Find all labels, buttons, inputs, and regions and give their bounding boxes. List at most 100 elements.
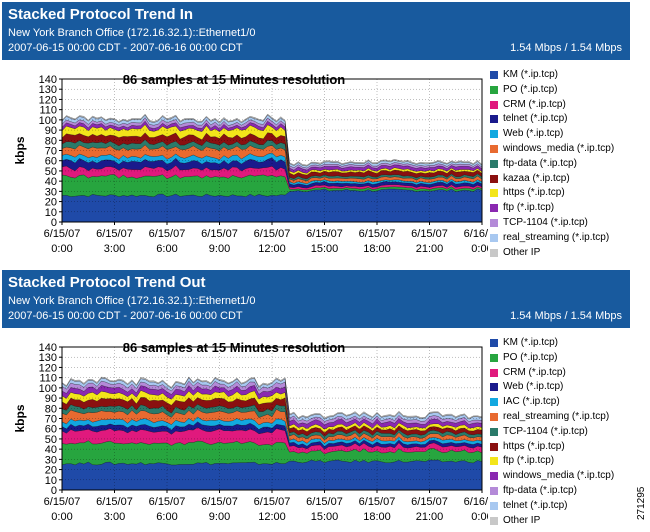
y-tick-label: 0 xyxy=(51,485,57,497)
y-tick-label: 130 xyxy=(39,352,57,364)
legend-swatch xyxy=(490,85,498,94)
x-tick-label-date: 6/15/07 xyxy=(306,496,343,508)
y-tick-label: 50 xyxy=(45,166,57,178)
figure-id-text: 271295 xyxy=(636,486,647,520)
y-tick-label: 40 xyxy=(45,176,57,188)
x-tick-label-date: 6/16/07 xyxy=(464,496,488,508)
legend-swatch xyxy=(490,353,498,362)
legend-label: CRM (*.ip.tcp) xyxy=(503,366,566,378)
x-tick-label-time: 15:00 xyxy=(311,243,339,255)
legend-label: https (*.ip.tcp) xyxy=(503,440,565,452)
legend-swatch xyxy=(490,248,498,257)
legend-swatch xyxy=(490,233,498,242)
legend-item: real_streaming (*.ip.tcp) xyxy=(490,410,634,425)
y-tick-label: 130 xyxy=(39,84,57,96)
legend-swatch xyxy=(490,130,498,139)
device-label: New York Branch Office (172.16.32.1)::Et… xyxy=(8,295,256,307)
legend-item: https (*.ip.tcp) xyxy=(490,440,634,455)
legend-item: TCP-1104 (*.ip.tcp) xyxy=(490,425,634,440)
y-tick-label: 10 xyxy=(45,207,57,219)
x-tick-label-date: 6/15/07 xyxy=(149,496,186,508)
legend-item: CRM (*.ip.tcp) xyxy=(490,366,634,381)
x-tick-label-time: 21:00 xyxy=(416,243,444,255)
legend-swatch xyxy=(490,457,498,466)
x-tick-label-time: 6:00 xyxy=(156,511,177,523)
y-tick-label: 30 xyxy=(45,454,57,466)
y-tick-label: 80 xyxy=(45,403,57,415)
legend-item: windows_media (*.ip.tcp) xyxy=(490,142,634,157)
legend-swatch xyxy=(490,115,498,124)
legend-item: CRM (*.ip.tcp) xyxy=(490,98,634,113)
y-tick-label: 100 xyxy=(39,115,57,127)
x-tick-label-time: 15:00 xyxy=(311,511,339,523)
legend-label: Other IP xyxy=(503,514,541,526)
legend-label: ftp-data (*.ip.tcp) xyxy=(503,484,577,496)
device-label: New York Branch Office (172.16.32.1)::Et… xyxy=(8,27,256,39)
chart-title: 86 samples at 15 Minutes resolution xyxy=(123,72,346,87)
legend-item: Web (*.ip.tcp) xyxy=(490,380,634,395)
x-tick-label-time: 9:00 xyxy=(209,243,230,255)
x-tick-label-time: 12:00 xyxy=(258,243,286,255)
legend-swatch xyxy=(490,144,498,153)
x-tick-label-time: 3:00 xyxy=(104,511,125,523)
x-tick-label-time: 0:00 xyxy=(471,511,488,523)
x-tick-label-date: 6/16/07 xyxy=(464,228,488,240)
legend-item: telnet (*.ip.tcp) xyxy=(490,499,634,514)
legend-swatch xyxy=(490,486,498,495)
x-tick-label-time: 3:00 xyxy=(104,243,125,255)
x-tick-label-date: 6/15/07 xyxy=(306,228,343,240)
y-tick-label: 110 xyxy=(39,373,57,385)
y-tick-label: 20 xyxy=(45,197,57,209)
legend-label: telnet (*.ip.tcp) xyxy=(503,113,568,125)
legend-label: real_streaming (*.ip.tcp) xyxy=(503,231,610,243)
y-tick-label: 0 xyxy=(51,217,57,229)
x-tick-label-date: 6/15/07 xyxy=(201,496,238,508)
legend-item: PO (*.ip.tcp) xyxy=(490,83,634,98)
chart-legend-out: KM (*.ip.tcp) PO (*.ip.tcp) CRM (*.ip.tcp)… xyxy=(490,336,634,528)
legend-item: Web (*.ip.tcp) xyxy=(490,127,634,142)
chart-title: 86 samples at 15 Minutes resolution xyxy=(123,340,346,355)
x-tick-label-date: 6/15/07 xyxy=(201,228,238,240)
legend-swatch xyxy=(490,501,498,510)
x-tick-label-date: 6/15/07 xyxy=(359,496,396,508)
legend-swatch xyxy=(490,368,498,377)
protocol-trend-in-panel: Stacked Protocol Trend In New York Branc… xyxy=(2,2,630,264)
legend-label: IAC (*.ip.tcp) xyxy=(503,396,560,408)
x-tick-label-date: 6/15/07 xyxy=(96,496,133,508)
legend-item: KM (*.ip.tcp) xyxy=(490,336,634,351)
legend-swatch xyxy=(490,383,498,392)
legend-swatch xyxy=(490,427,498,436)
y-tick-label: 90 xyxy=(45,125,57,137)
legend-item: kazaa (*.ip.tcp) xyxy=(490,172,634,187)
time-period-label: 2007-06-15 00:00 CDT - 2007-06-16 00:00 … xyxy=(8,42,243,54)
y-tick-label: 40 xyxy=(45,444,57,456)
legend-swatch xyxy=(490,442,498,451)
x-tick-label-time: 12:00 xyxy=(258,511,286,523)
legend-label: https (*.ip.tcp) xyxy=(503,187,565,199)
legend-label: KM (*.ip.tcp) xyxy=(503,337,559,348)
x-tick-label-date: 6/15/07 xyxy=(359,228,396,240)
x-tick-label-time: 0:00 xyxy=(51,511,72,523)
legend-label: Web (*.ip.tcp) xyxy=(503,381,564,393)
legend-swatch xyxy=(490,159,498,168)
x-tick-label-date: 6/15/07 xyxy=(96,228,133,240)
legend-label: real_streaming (*.ip.tcp) xyxy=(503,410,610,422)
legend-swatch xyxy=(490,412,498,421)
x-tick-label-date: 6/15/07 xyxy=(44,228,81,240)
legend-label: windows_media (*.ip.tcp) xyxy=(503,470,615,482)
legend-label: ftp (*.ip.tcp) xyxy=(503,202,555,214)
x-tick-label-time: 18:00 xyxy=(363,511,391,523)
legend-item: ftp (*.ip.tcp) xyxy=(490,201,634,216)
legend-item: ftp-data (*.ip.tcp) xyxy=(490,484,634,499)
x-tick-label-time: 18:00 xyxy=(363,243,391,255)
legend-swatch xyxy=(490,204,498,213)
y-tick-label: 70 xyxy=(45,414,57,426)
legend-item: Other IP xyxy=(490,246,634,261)
legend-label: KM (*.ip.tcp) xyxy=(503,69,559,80)
panel-header: Stacked Protocol Trend In New York Branc… xyxy=(2,2,630,60)
legend-label: CRM (*.ip.tcp) xyxy=(503,98,566,110)
panel-header: Stacked Protocol Trend Out New York Bran… xyxy=(2,270,630,328)
legend-item: IAC (*.ip.tcp) xyxy=(490,395,634,410)
